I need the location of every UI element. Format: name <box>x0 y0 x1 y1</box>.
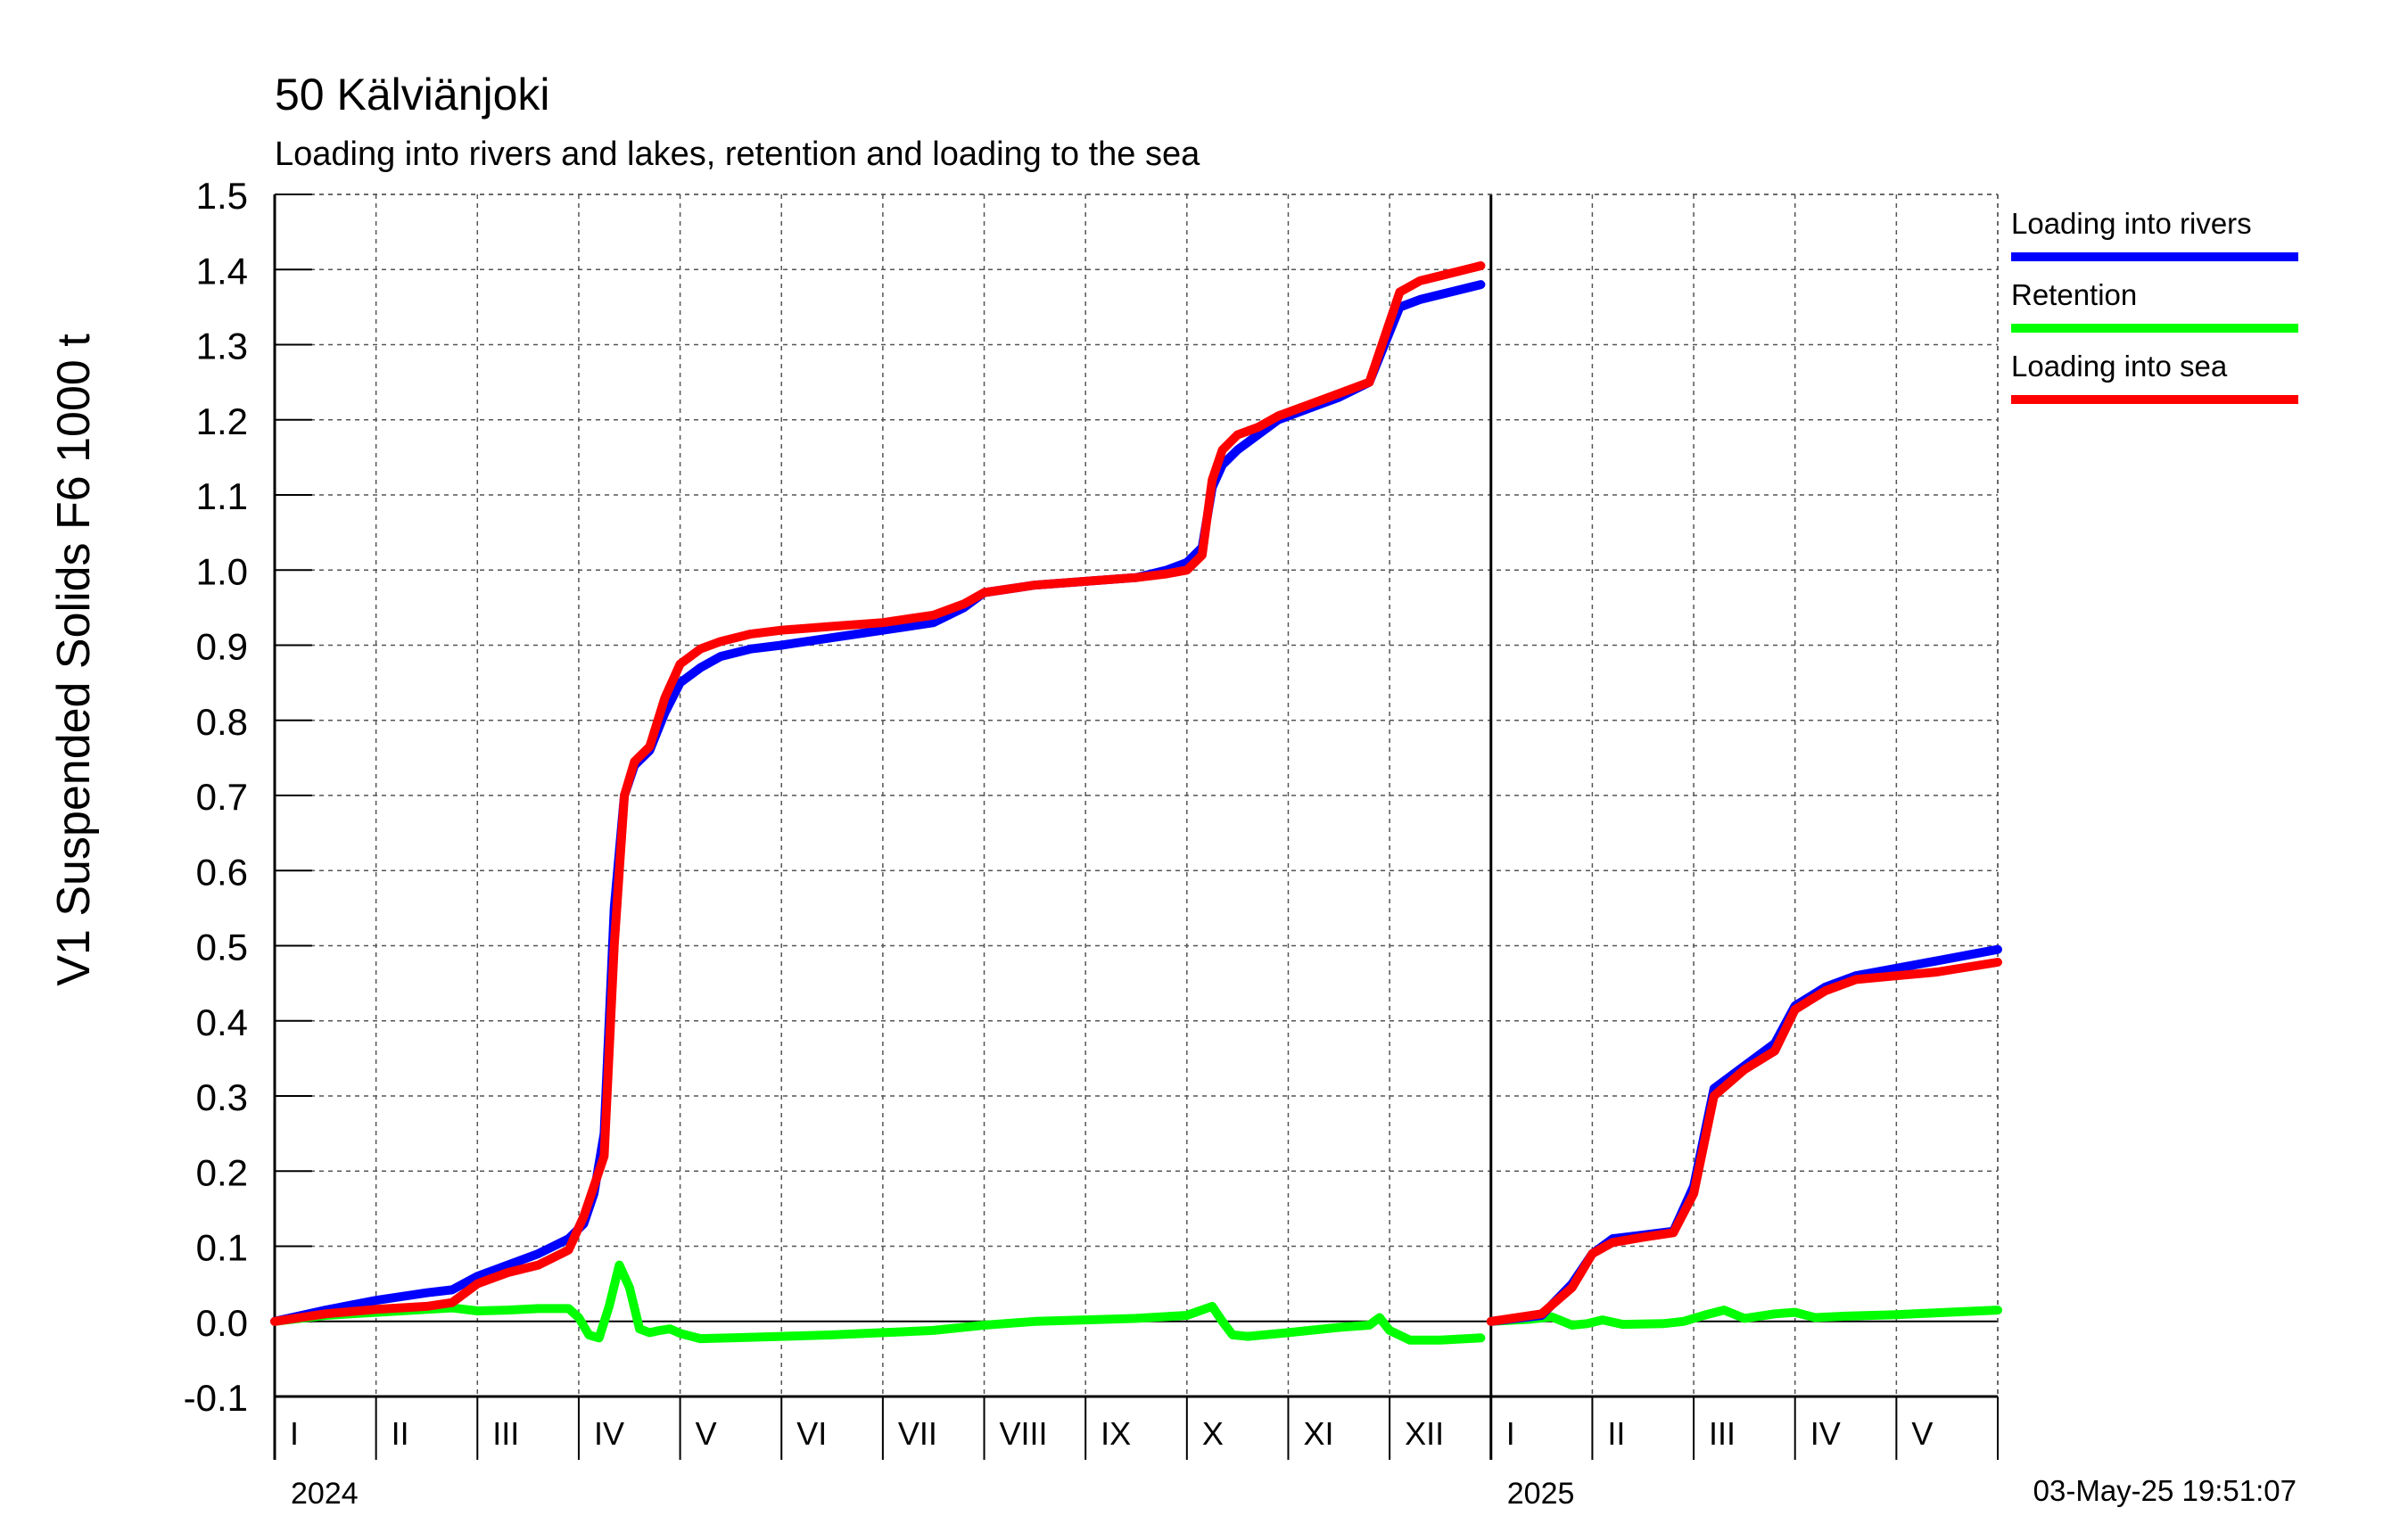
y-tick-label: 1.5 <box>196 175 248 217</box>
month-label: IV <box>594 1415 624 1452</box>
y-tick-label: 1.1 <box>196 475 248 517</box>
y-tick-label: 0.6 <box>196 851 248 893</box>
month-label: V <box>696 1415 717 1452</box>
chart-title: 50 Kälviänjoki <box>275 70 550 119</box>
year-label: 2024 <box>291 1477 359 1511</box>
y-tick-label: 1.4 <box>196 250 248 292</box>
y-tick-label: 0.4 <box>196 1001 248 1043</box>
y-tick-label: 0.7 <box>196 776 248 818</box>
month-label: V <box>1911 1415 1933 1452</box>
month-label: II <box>392 1415 409 1452</box>
y-tick-label: 1.3 <box>196 325 248 367</box>
series-line <box>1486 1306 2002 1330</box>
y-tick-label: 0.3 <box>196 1076 248 1118</box>
y-ticks: -0.1 0.0 0.1 0.2 0.3 0.4 0.5 0.6 0.7 0.8 0.9 1.0 1.1… <box>184 175 312 1419</box>
month-label: III <box>492 1415 519 1452</box>
month-label: I <box>1506 1415 1515 1452</box>
month-label: XII <box>1405 1415 1444 1452</box>
legend: Loading into rivers Retention Loading into… <box>2011 207 2298 404</box>
y-tick-label: 0.5 <box>196 927 248 968</box>
month-label: XI <box>1303 1415 1333 1452</box>
y-tick-label: -0.1 <box>184 1377 248 1419</box>
series-line <box>1486 958 2002 1326</box>
y-tick-label: 0.9 <box>196 626 248 668</box>
series-line <box>270 280 1486 1326</box>
year-label: 2025 <box>1507 1477 1575 1511</box>
month-label: VIII <box>1000 1415 1048 1452</box>
series-line <box>1486 944 2002 1326</box>
series-line <box>270 1260 1486 1345</box>
y-tick-label: 0.8 <box>196 701 248 743</box>
y-tick-label: 0.2 <box>196 1151 248 1193</box>
y-tick-label: 0.1 <box>196 1227 248 1269</box>
month-label: IX <box>1101 1415 1131 1452</box>
month-label: X <box>1202 1415 1224 1452</box>
plot-area <box>270 261 2002 1345</box>
month-label: III <box>1709 1415 1736 1452</box>
legend-label: Loading into rivers <box>2011 207 2252 240</box>
month-label: II <box>1607 1415 1625 1452</box>
timestamp: 03-May-25 19:51:07 <box>2033 1474 2297 1507</box>
month-label: IV <box>1810 1415 1841 1452</box>
legend-label: Retention <box>2011 278 2137 311</box>
y-axis-label: V1 Suspended Solids F6 1000 t <box>48 334 100 986</box>
month-label: I <box>290 1415 299 1452</box>
series-line <box>270 261 1486 1326</box>
legend-label: Loading into sea <box>2011 350 2228 383</box>
month-label: VI <box>796 1415 827 1452</box>
y-tick-label: 1.2 <box>196 400 248 442</box>
y-tick-label: 0.0 <box>196 1302 248 1344</box>
chart-subtitle: Loading into rivers and lakes, retention… <box>275 136 1200 173</box>
y-tick-label: 1.0 <box>196 550 248 592</box>
month-label: VII <box>898 1415 937 1452</box>
